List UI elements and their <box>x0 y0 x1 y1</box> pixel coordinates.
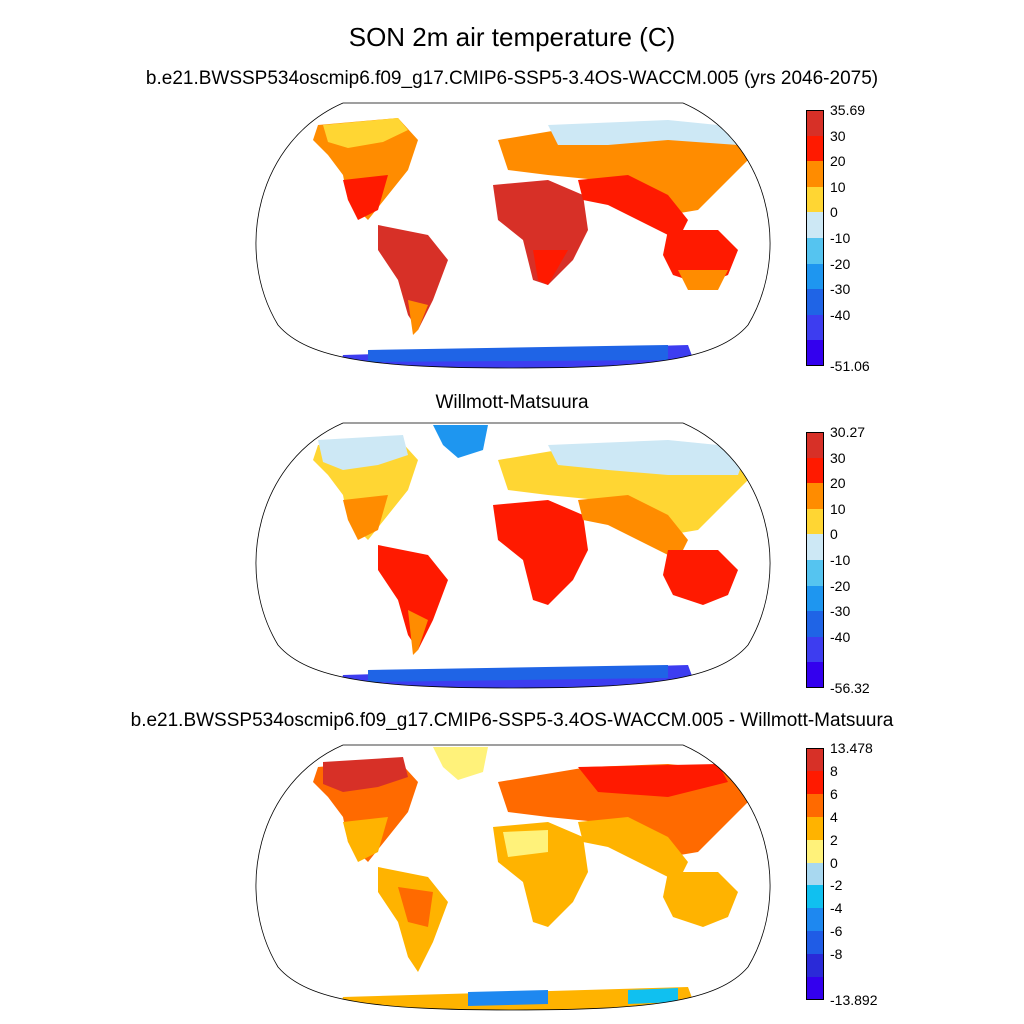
colorbar-label: -40 <box>830 628 851 645</box>
colorbar-swatch <box>806 289 824 315</box>
colorbar-swatch <box>806 534 824 560</box>
colorbar-label: -30 <box>830 281 851 298</box>
colorbar-label: -30 <box>830 603 851 620</box>
panel-1-map-outline <box>255 102 771 369</box>
colorbar-swatch <box>806 954 824 978</box>
colorbar-swatch <box>806 263 824 290</box>
panel-2-map <box>255 422 771 689</box>
colorbar-swatch <box>806 862 824 886</box>
colorbar-label: -20 <box>830 255 851 272</box>
colorbar-swatch <box>806 560 824 586</box>
colorbar-swatch <box>806 611 824 637</box>
colorbar-swatch <box>806 770 824 794</box>
colorbar-label: 0 <box>830 854 838 871</box>
panel-1-land <box>313 118 748 368</box>
colorbar-label: 4 <box>830 808 838 825</box>
colorbar-label: -4 <box>830 900 843 917</box>
colorbar-label: 0 <box>830 526 838 543</box>
colorbar-label: -10 <box>830 230 851 246</box>
colorbar-label: 0 <box>830 204 838 221</box>
colorbar-swatch <box>806 636 824 663</box>
colorbar-swatch <box>806 314 824 341</box>
colorbar-label: 30.27 <box>830 424 866 440</box>
panel-1-title: b.e21.BWSSP534oscmip6.f09_g17.CMIP6-SSP5… <box>145 68 879 89</box>
colorbar-label: 20 <box>830 475 846 492</box>
panel-3-land <box>313 747 748 1010</box>
colorbar-label: -13.892 <box>830 992 878 1008</box>
panel-2-land <box>313 425 748 688</box>
colorbar-label: -2 <box>830 877 843 894</box>
colorbar-swatch <box>806 432 824 458</box>
colorbar-label: 10 <box>830 178 846 195</box>
panel-3-title: b.e21.BWSSP534oscmip6.f09_g17.CMIP6-SSP5… <box>130 710 894 731</box>
colorbar-swatch <box>806 793 824 817</box>
colorbar-label: -8 <box>830 946 843 963</box>
colorbar-swatch <box>806 457 824 484</box>
colorbar-label: 6 <box>830 785 838 802</box>
colorbar-swatch <box>806 931 824 955</box>
panel-2-map-outline <box>255 422 771 689</box>
panel-3-map <box>255 744 771 1011</box>
colorbar-label: 10 <box>830 500 846 517</box>
colorbar-label: -56.32 <box>830 680 870 696</box>
colorbar-label: -20 <box>830 577 851 594</box>
colorbar-swatch <box>806 816 824 840</box>
colorbar-swatch <box>806 340 824 366</box>
colorbar-label: 8 <box>830 762 838 779</box>
figure-title: SON 2m air temperature (C) <box>348 22 676 52</box>
colorbar-swatch <box>806 585 824 612</box>
colorbar-swatch <box>806 186 824 213</box>
panel-1-map <box>255 102 771 369</box>
colorbar-label: 13.478 <box>830 740 873 756</box>
colorbar-swatch <box>806 135 824 162</box>
colorbar-swatch <box>806 977 824 1000</box>
colorbar-label: 20 <box>830 153 846 170</box>
colorbar-label: 30 <box>830 449 846 466</box>
colorbar-swatch <box>806 508 824 535</box>
colorbar-swatch <box>806 908 824 932</box>
colorbar-swatch <box>806 839 824 863</box>
panel-2-title: Willmott-Matsuura <box>435 392 589 413</box>
colorbar-swatch <box>806 748 824 771</box>
colorbar-label: 35.69 <box>830 102 866 118</box>
colorbar-swatch <box>806 662 824 688</box>
colorbar-label: -40 <box>830 306 851 323</box>
colorbar-label: -10 <box>830 552 851 568</box>
colorbar-swatch <box>806 212 824 238</box>
colorbar-swatch <box>806 885 824 909</box>
colorbar-swatch <box>806 238 824 264</box>
colorbar-label: -6 <box>830 923 843 940</box>
colorbar-label: 2 <box>830 831 838 848</box>
colorbar-swatch <box>806 483 824 509</box>
colorbar-label: -51.06 <box>830 358 870 374</box>
colorbar-label: 30 <box>830 127 846 144</box>
panel-3-map-outline <box>255 744 771 1011</box>
colorbar-swatch <box>806 161 824 187</box>
colorbar-swatch <box>806 110 824 136</box>
